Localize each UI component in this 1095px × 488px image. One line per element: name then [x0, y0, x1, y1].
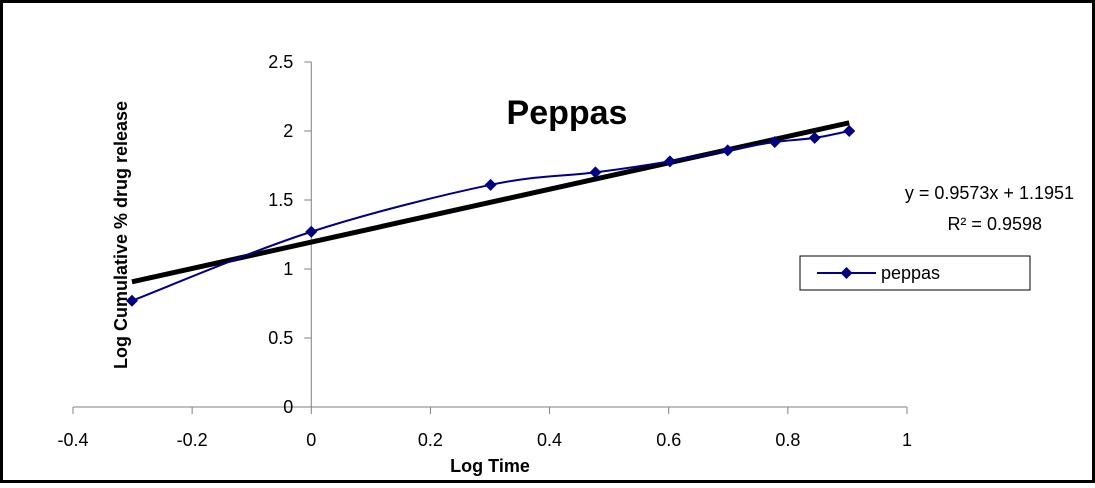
data-point [305, 225, 318, 238]
data-point [484, 178, 497, 191]
data-point [768, 136, 781, 149]
data-point [589, 166, 602, 179]
legend-series-label: peppas [881, 263, 940, 283]
trendline-r-squared: R² = 0.9598 [947, 214, 1042, 234]
y-tick-label: 2 [283, 121, 293, 141]
legend-series-marker [840, 267, 853, 279]
y-tick-label: 1.5 [268, 190, 293, 210]
data-point [721, 144, 734, 157]
x-tick-label: -0.2 [177, 430, 208, 450]
x-tick-label: 0 [306, 430, 316, 450]
x-tick-label: 1 [902, 430, 912, 450]
y-tick-label: 2.5 [268, 52, 293, 72]
x-tick-label: 0.2 [418, 430, 443, 450]
x-tick-label: 0.4 [537, 430, 562, 450]
data-point [843, 125, 856, 137]
trendline-equation: y = 0.9573x + 1.1951 [905, 183, 1074, 203]
y-tick-label: 1 [283, 259, 293, 279]
x-tick-label: 0.8 [775, 430, 800, 450]
data-point [125, 294, 138, 307]
y-tick-label: 0.5 [268, 328, 293, 348]
data-point [663, 155, 676, 168]
x-tick-label: 0.6 [656, 430, 681, 450]
y-axis-title: Log Cumulative % drug release [111, 101, 131, 369]
x-tick-label: -0.4 [57, 430, 88, 450]
chart-title: Peppas [507, 94, 628, 132]
data-point [808, 131, 821, 144]
x-axis-title: Log Time [450, 456, 530, 476]
legend: peppas [799, 255, 1031, 291]
y-tick-label: 0 [283, 397, 293, 417]
